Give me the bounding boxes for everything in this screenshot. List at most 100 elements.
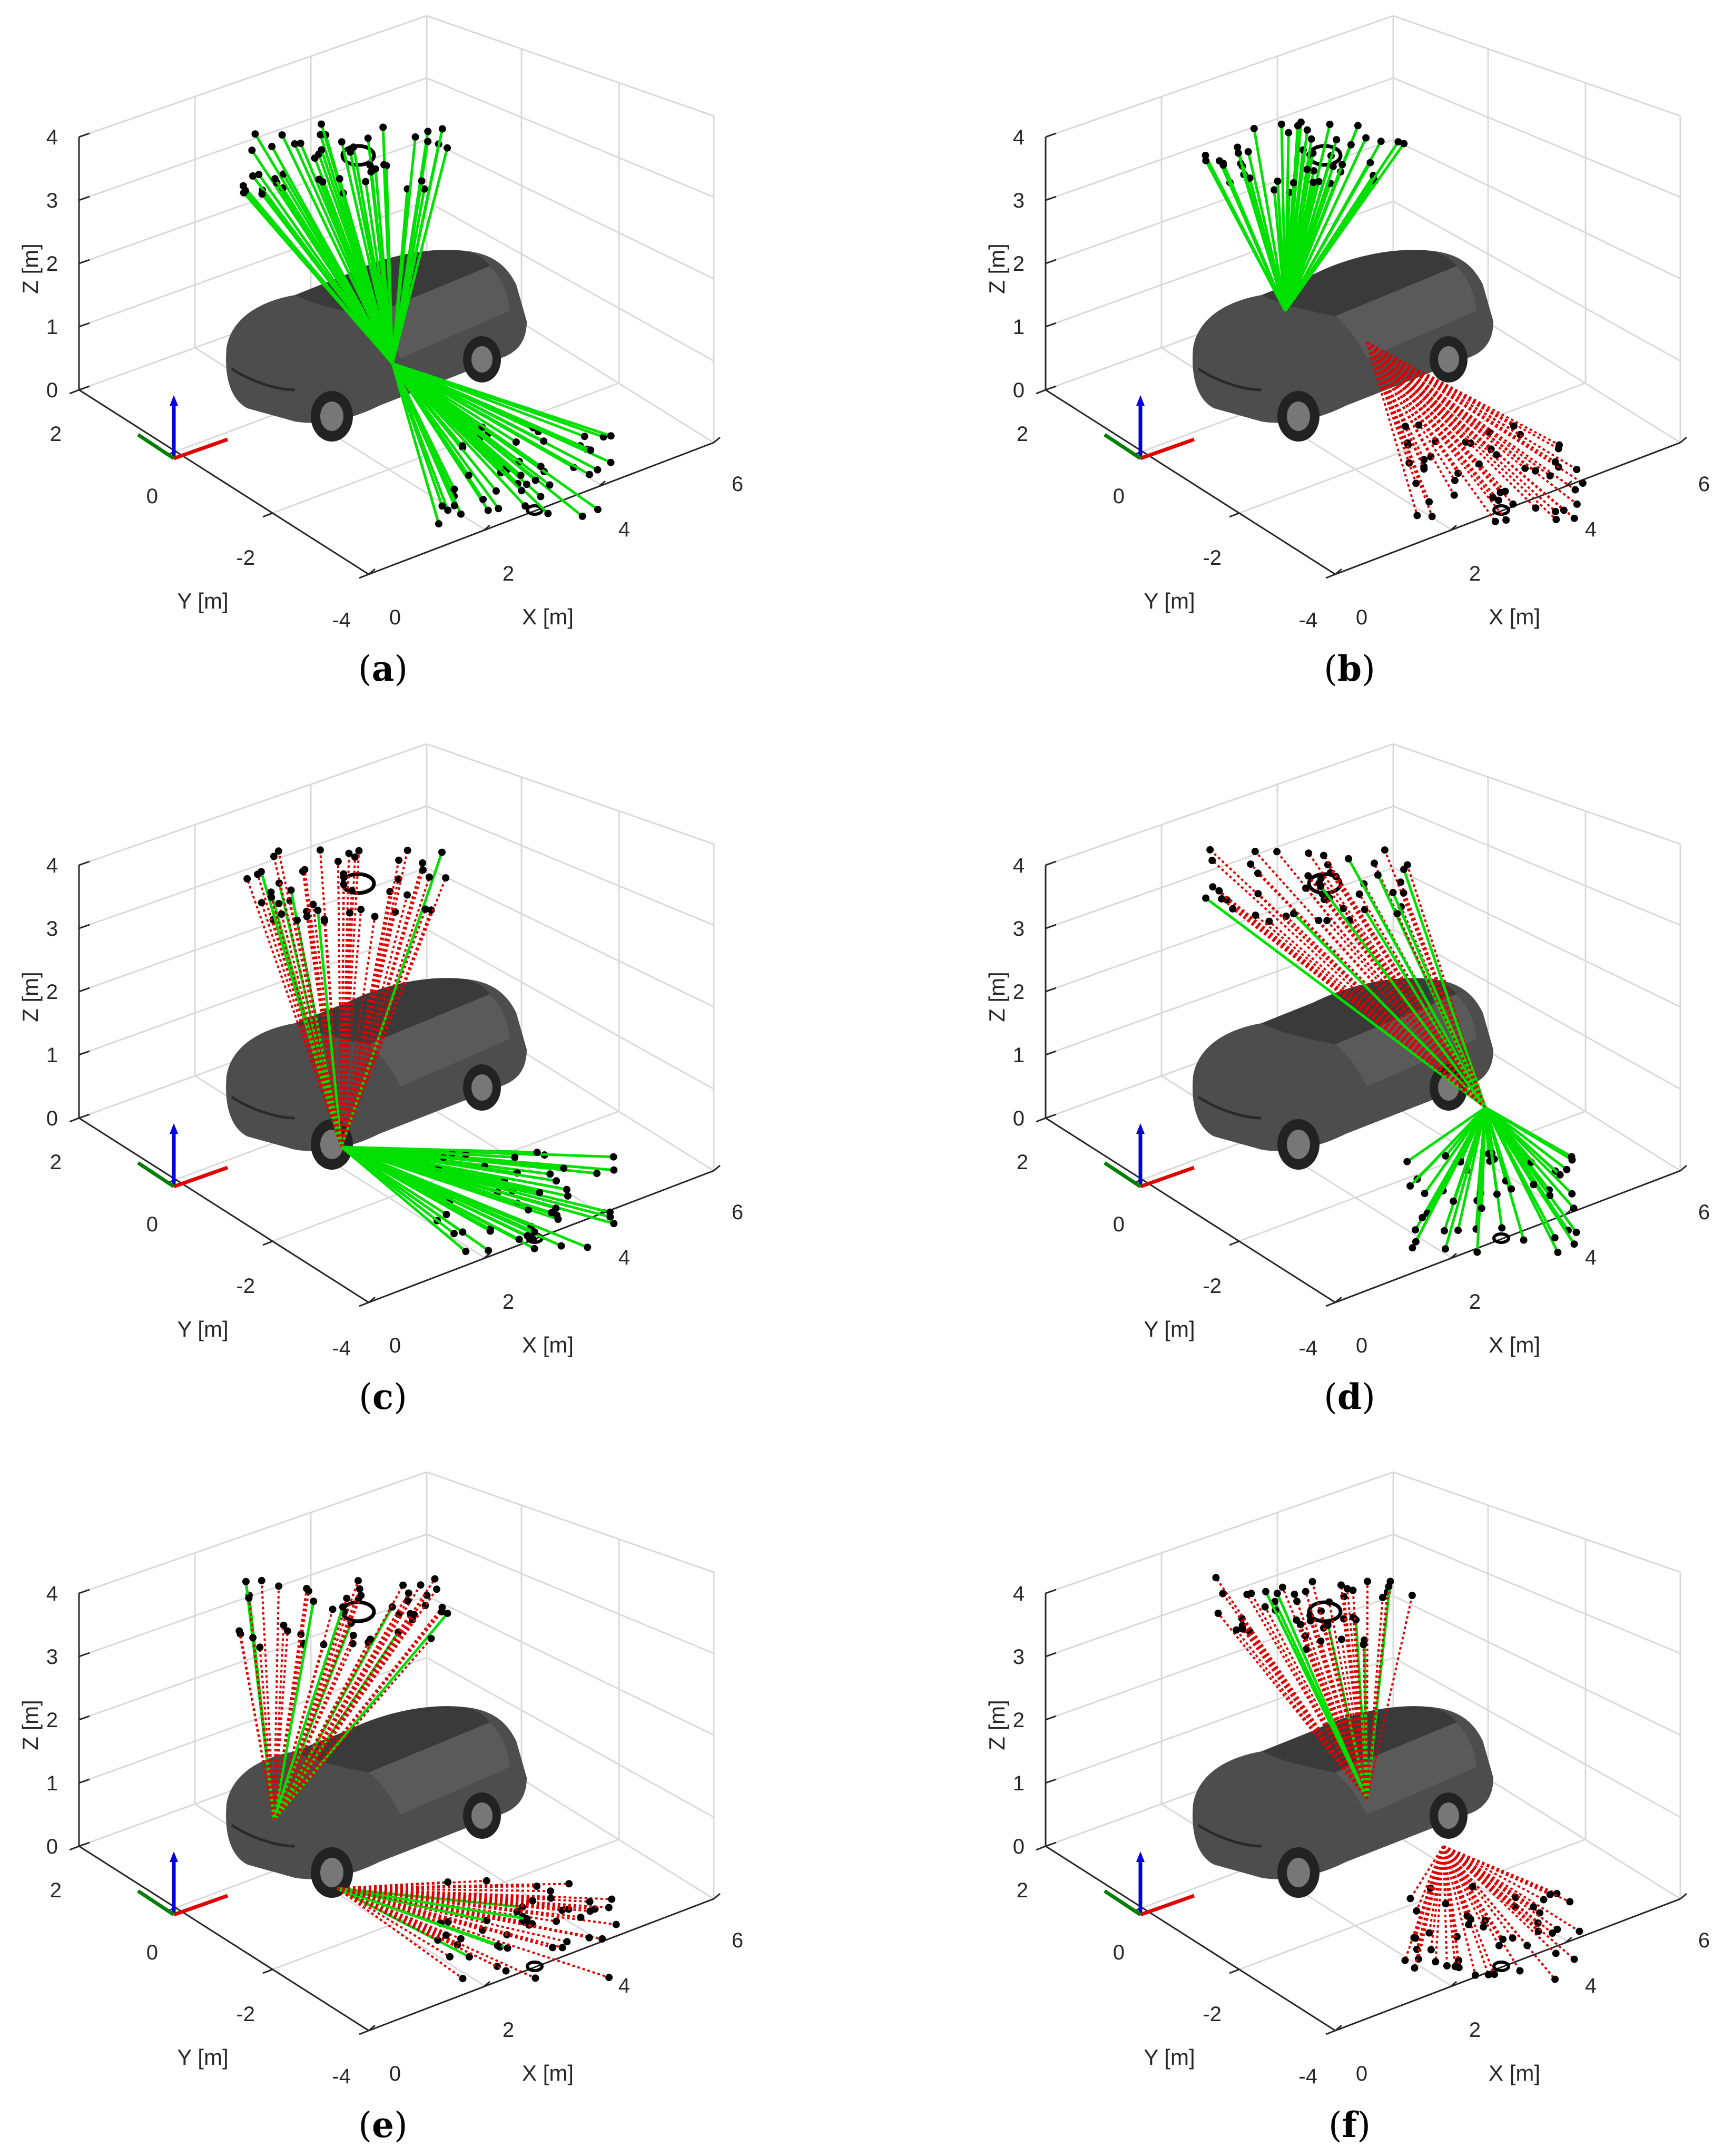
x-tick-label: 2 <box>503 2018 514 2042</box>
blocked-ray <box>1442 1846 1460 1968</box>
y-axis-label: Y [m] <box>177 589 228 613</box>
panel-caption: (d) <box>1324 1376 1375 1417</box>
blocked-ray <box>1218 890 1486 1109</box>
clear-ray <box>1406 1106 1486 1163</box>
target-point <box>1450 1198 1458 1205</box>
blocked-ray <box>252 1638 275 1820</box>
target-point <box>1572 1229 1580 1236</box>
clear-ray <box>1484 1107 1513 1190</box>
target-point <box>1475 460 1483 468</box>
clear-ray <box>1484 1106 1557 1239</box>
target-point <box>1462 438 1470 446</box>
target-point <box>586 471 593 478</box>
blocked-ray <box>1428 1846 1444 1933</box>
x-axis-label: X [m] <box>1489 2061 1540 2085</box>
target-point <box>431 1575 439 1583</box>
blocked-ray <box>1442 1846 1447 1904</box>
target-point <box>1285 129 1293 136</box>
blocked-ray <box>1366 341 1514 505</box>
z-tick-label: 3 <box>46 189 58 212</box>
target-point <box>316 846 324 854</box>
clear-ray <box>391 148 449 364</box>
blocked-ray <box>273 1589 361 1820</box>
blocked-ray <box>238 1631 275 1820</box>
y-tick-label: -4 <box>332 1337 351 1360</box>
target-point <box>349 1632 357 1639</box>
target-point <box>405 1589 412 1597</box>
blocked-ray <box>1330 872 1486 1109</box>
target-point <box>511 1153 519 1161</box>
bottom-target-ring <box>1492 1961 1510 1972</box>
blocked-ray <box>337 1887 536 1979</box>
target-point <box>284 1627 291 1635</box>
clear-ray <box>1423 1106 1487 1194</box>
target-point <box>423 1591 431 1599</box>
target-point <box>457 510 465 518</box>
target-point <box>1302 884 1310 892</box>
target-point <box>278 910 286 918</box>
target-point <box>1278 1583 1286 1591</box>
target-point <box>1323 917 1331 925</box>
bottom-ray-fan <box>1401 1845 1583 1983</box>
blocked-ray <box>337 1887 449 1923</box>
blocked-ray <box>337 1887 590 1939</box>
target-point <box>578 512 586 520</box>
bottom-ray-fan <box>1403 1106 1580 1256</box>
z-tick-label: 3 <box>1013 1645 1025 1669</box>
bottom-ray-fan <box>1366 341 1587 525</box>
target-point <box>258 190 266 198</box>
z-tick-label: 4 <box>1013 126 1025 149</box>
x-tick-label: 2 <box>503 1290 514 1314</box>
clear-ray <box>1284 162 1372 312</box>
target-point <box>1379 1593 1386 1601</box>
clear-ray <box>341 1145 552 1214</box>
x-axis-label: X [m] <box>522 604 574 629</box>
target-point <box>1570 1204 1578 1212</box>
blocked-ray <box>337 1885 537 1889</box>
target-point <box>1480 1923 1488 1931</box>
y-tick-label: 2 <box>50 423 62 446</box>
panel-f: 0 1 2 3 4 2 0 -2 -4 0 2 4 6 Z [m] Y [m] X [m] (f) <box>985 1472 1710 2145</box>
x-tick-label: 6 <box>732 1929 743 1952</box>
blocked-ray <box>1320 1641 1368 1799</box>
target-point <box>380 161 388 169</box>
target-point <box>530 1244 538 1252</box>
target-point <box>612 1920 620 1928</box>
panel-caption: (e) <box>358 2104 408 2145</box>
target-point <box>587 446 595 454</box>
target-point <box>524 1232 531 1240</box>
target-point <box>1219 1590 1227 1598</box>
target-point <box>458 442 466 450</box>
target-point <box>1406 1895 1414 1903</box>
target-point <box>608 1895 616 1903</box>
blocked-ray <box>1442 1845 1528 1946</box>
z-tick-label: 4 <box>46 1582 58 1605</box>
y-tick-label: 2 <box>1017 1151 1028 1174</box>
y-tick-label: -4 <box>332 609 351 632</box>
target-point <box>291 140 299 148</box>
target-point <box>1492 451 1500 459</box>
target-point <box>318 146 326 154</box>
target-point <box>434 1936 442 1944</box>
target-point <box>1246 174 1254 182</box>
target-point <box>427 906 435 914</box>
target-point <box>403 1597 411 1605</box>
target-point <box>1412 479 1420 487</box>
blocked-ray <box>340 850 409 1148</box>
target-point <box>504 1944 511 1952</box>
blocked-ray <box>273 1584 422 1821</box>
target-point <box>1338 161 1346 169</box>
target-point <box>329 1605 337 1613</box>
target-point <box>1556 1171 1564 1179</box>
target-point <box>1400 140 1408 148</box>
blocked-ray <box>1366 342 1430 503</box>
target-point <box>1315 178 1323 185</box>
z-tick-label: 3 <box>46 1645 58 1669</box>
target-point <box>347 148 354 156</box>
target-point <box>1343 1585 1351 1593</box>
target-point <box>1277 120 1285 128</box>
target-point <box>1549 1929 1556 1937</box>
target-point <box>299 867 307 875</box>
blocked-ray <box>1442 1846 1470 1925</box>
clear-ray <box>1284 182 1295 311</box>
